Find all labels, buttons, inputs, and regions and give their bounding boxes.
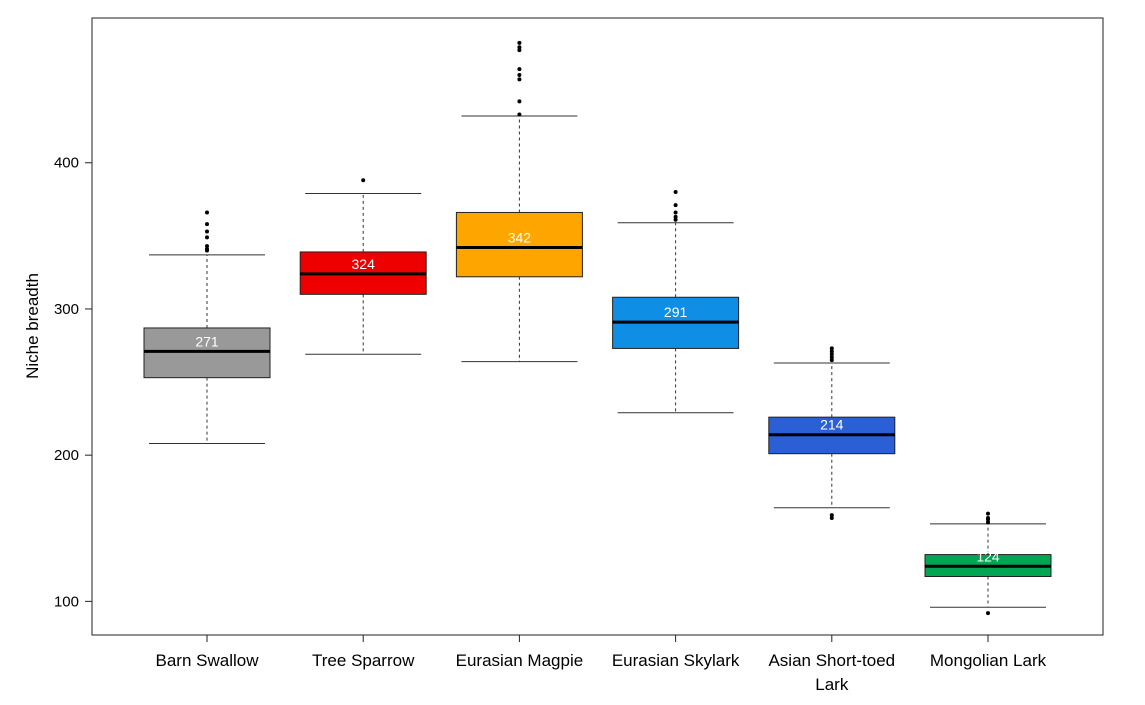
outlier-point xyxy=(517,73,522,78)
box-group: 291 xyxy=(612,189,740,414)
box-group: 124 xyxy=(924,511,1052,616)
y-tick-label: 200 xyxy=(54,447,79,464)
y-tick-label: 100 xyxy=(54,593,79,610)
outlier-point xyxy=(829,513,834,518)
x-tick-label: Mongolian Lark xyxy=(930,651,1047,670)
x-tick-label: Eurasian Skylark xyxy=(612,651,740,670)
outlier-point xyxy=(517,40,522,45)
outlier-point xyxy=(829,349,834,354)
median-label: 214 xyxy=(820,417,844,433)
outlier-point xyxy=(986,611,990,616)
outlier-point xyxy=(517,45,522,50)
box-iqr xyxy=(455,211,583,278)
outlier-point xyxy=(829,355,834,360)
median-label: 324 xyxy=(352,256,376,272)
outlier-point xyxy=(517,48,522,53)
outlier-point xyxy=(361,178,366,183)
x-tick-label: Tree Sparrow xyxy=(312,651,415,670)
outlier-point xyxy=(829,358,834,363)
y-axis-title: Niche breadth xyxy=(23,273,42,379)
y-axis: 100 200 300 400 xyxy=(54,155,92,610)
outlier-point xyxy=(829,516,834,521)
median-label: 124 xyxy=(976,548,1000,564)
outlier-point xyxy=(517,77,522,82)
box-group: 214 xyxy=(768,346,896,521)
median-label: 271 xyxy=(195,333,219,349)
outlier-point xyxy=(205,247,209,252)
median-label: 342 xyxy=(508,230,532,246)
x-tick-label: Asian Short-toed xyxy=(768,651,895,670)
outlier-point xyxy=(673,203,678,208)
outlier-point xyxy=(986,511,990,516)
outlier-point xyxy=(517,99,522,104)
x-axis: Barn Swallow Tree Sparrow Eurasian Magpie E… xyxy=(156,635,1047,694)
x-tick-label: Lark xyxy=(815,675,849,694)
median-label: 291 xyxy=(664,304,688,320)
plot-frame xyxy=(91,17,1104,636)
x-tick-label: Eurasian Magpie xyxy=(456,651,584,670)
outlier-point xyxy=(205,229,209,234)
outlier-point xyxy=(673,210,678,215)
outlier-point xyxy=(986,516,990,521)
outlier-point xyxy=(829,346,834,351)
outlier-point xyxy=(986,520,990,525)
y-tick-label: 400 xyxy=(54,155,79,172)
box-group: 324 xyxy=(299,178,427,355)
outlier-point xyxy=(205,244,209,249)
outlier-point xyxy=(205,210,209,215)
outlier-point xyxy=(673,217,678,222)
outlier-point xyxy=(517,67,522,72)
outlier-point xyxy=(205,222,209,227)
boxes-group: 271 324 342 291 214 124 xyxy=(143,40,1052,616)
outlier-point xyxy=(673,214,678,219)
outlier-point xyxy=(517,112,522,117)
box-group: 342 xyxy=(455,40,583,363)
y-tick-label: 300 xyxy=(54,301,79,318)
outlier-point xyxy=(829,352,834,357)
x-tick-label: Barn Swallow xyxy=(156,651,260,670)
outlier-point xyxy=(205,235,209,240)
box-group: 271 xyxy=(143,210,271,444)
outlier-point xyxy=(673,189,678,194)
